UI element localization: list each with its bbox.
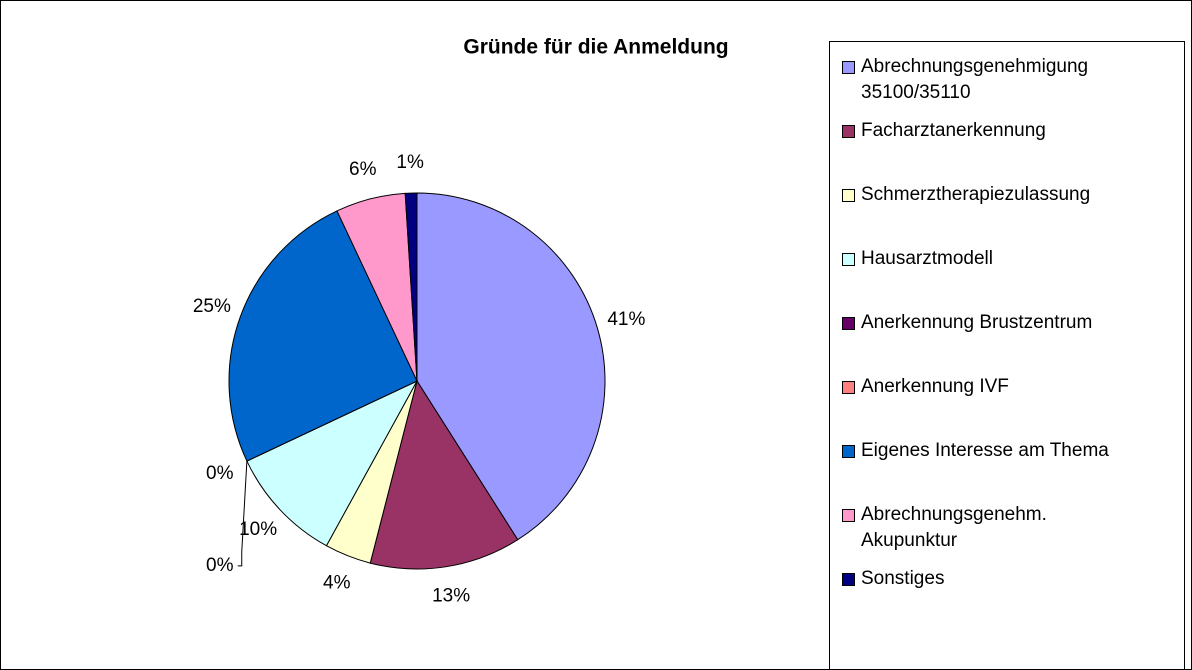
legend-label: Schmerztherapiezulassung xyxy=(861,184,1091,205)
chart-title: Gründe für die Anmeldung xyxy=(463,36,728,59)
legend-label: Abrechnungsgenehm. Akupunktur xyxy=(861,504,1047,551)
pie-slice xyxy=(246,379,419,547)
legend-swatch xyxy=(842,317,855,330)
data-label: 41% xyxy=(607,309,645,330)
legend-item: Anerkennung Brustzentrum xyxy=(842,310,1184,374)
data-label: 4% xyxy=(323,573,351,594)
legend-label: Sonstiges xyxy=(861,568,945,589)
data-label: 0% xyxy=(206,463,234,484)
legend-label: Hausarztmodell xyxy=(861,248,993,269)
legend-label: Abrechnungsgenehmigung 35100/35110 xyxy=(861,56,1089,103)
data-label: 10% xyxy=(239,519,277,540)
legend-label: Eigenes Interesse am Thema xyxy=(861,440,1109,461)
data-label: 13% xyxy=(432,585,470,606)
legend-swatch xyxy=(842,125,855,138)
legend-swatch xyxy=(842,445,855,458)
legend-item: Facharztanerkennung xyxy=(842,118,1184,182)
legend-item: Hausarztmodell xyxy=(842,246,1184,310)
legend-item: Abrechnungsgenehmigung 35100/35110 xyxy=(842,54,1184,118)
legend-label: Facharztanerkennung xyxy=(861,120,1046,141)
pie-slice xyxy=(416,192,606,541)
pie-slice xyxy=(228,210,418,462)
legend-swatch xyxy=(842,253,855,266)
legend-item: Schmerztherapiezulassung xyxy=(842,182,1184,246)
legend: Abrechnungsgenehmigung 35100/35110 Fachar… xyxy=(829,41,1185,669)
data-label: 0% xyxy=(206,555,234,576)
pie-slice xyxy=(369,379,519,570)
legend-item: Abrechnungsgenehm. Akupunktur xyxy=(842,502,1184,566)
pie-slice xyxy=(404,192,418,382)
legend-label: Anerkennung Brustzentrum xyxy=(861,312,1093,333)
legend-swatch xyxy=(842,189,855,202)
legend-swatch xyxy=(842,573,855,586)
leader-line xyxy=(237,461,248,567)
legend-swatch xyxy=(842,61,855,74)
legend-item: Anerkennung IVF xyxy=(842,374,1184,438)
data-label: 25% xyxy=(193,296,231,317)
legend-swatch xyxy=(842,381,855,394)
legend-label: Anerkennung IVF xyxy=(861,376,1009,397)
data-label: 1% xyxy=(396,152,424,173)
legend-swatch xyxy=(842,509,855,522)
data-label: 6% xyxy=(349,159,377,180)
legend-item: Sonstiges xyxy=(842,566,1184,630)
legend-item: Eigenes Interesse am Thema xyxy=(842,438,1184,502)
